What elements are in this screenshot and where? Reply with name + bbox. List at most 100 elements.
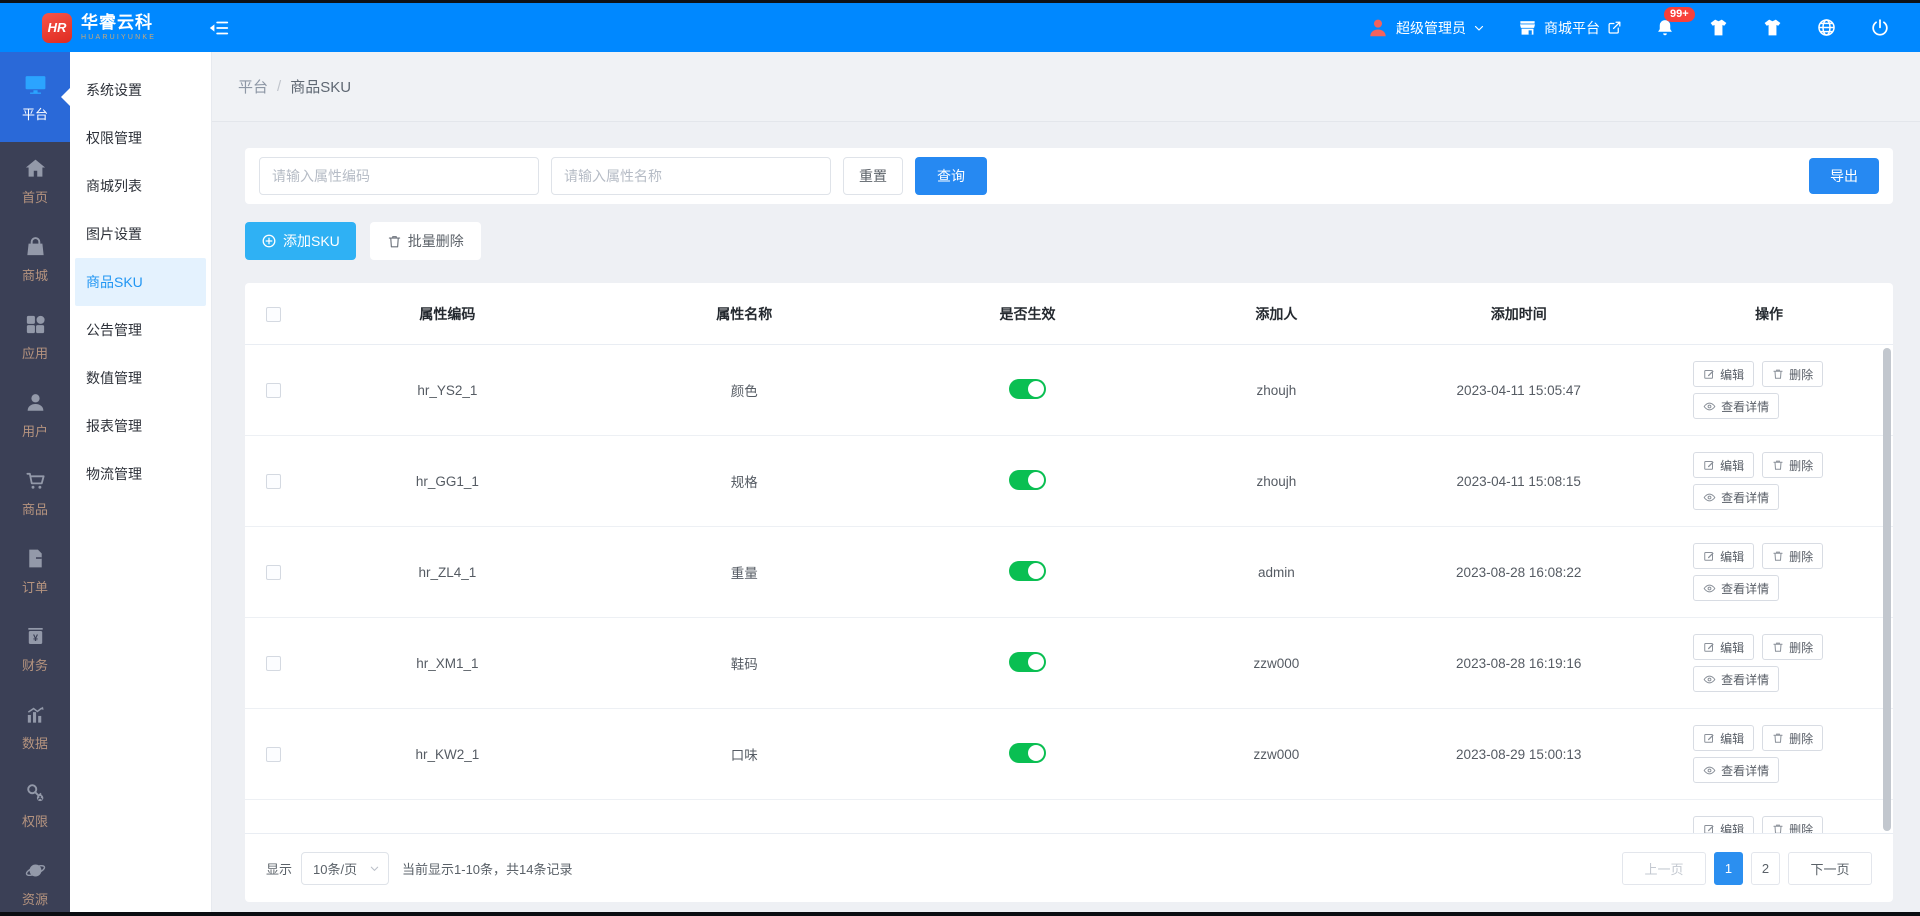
bell-icon xyxy=(1655,18,1675,38)
page-size-select[interactable]: 10条/页 xyxy=(301,851,390,885)
active-toggle[interactable] xyxy=(1009,378,1047,399)
submenu-item-announcements[interactable]: 公告管理 xyxy=(86,322,142,338)
prev-page-button[interactable]: 上一页 xyxy=(1622,851,1706,885)
submenu-item-report-mgmt[interactable]: 报表管理 xyxy=(86,418,142,434)
user-menu[interactable]: 超级管理员 xyxy=(1367,17,1485,39)
cell-name: 鞋码 xyxy=(730,657,758,672)
submenu-item-mall-list[interactable]: 商城列表 xyxy=(86,178,142,194)
sku-table: 属性编码 属性名称 是否生效 添加人 添加时间 操作 hr_YS2_1 颜色 xyxy=(245,283,1893,902)
cell-added-by: zhoujh xyxy=(1256,473,1297,489)
portal-link[interactable]: 商城平台 xyxy=(1518,18,1622,38)
page-button-2[interactable]: 2 xyxy=(1751,851,1780,885)
sidebar-item-label: 首页 xyxy=(21,189,48,205)
col-added-by: 添加人 xyxy=(1255,305,1298,322)
notifications-button[interactable]: 99+ xyxy=(1655,6,1695,38)
sidebar-item-data[interactable]: 数据 xyxy=(0,688,70,766)
sidebar-item-goods[interactable]: 商品 xyxy=(0,454,70,532)
main-content: 平台 / 商品SKU 重置 查询 导出 添加SKU xyxy=(212,52,1920,916)
select-all-checkbox[interactable] xyxy=(265,306,281,322)
row-checkbox[interactable] xyxy=(265,473,281,489)
row-checkbox[interactable] xyxy=(265,382,281,398)
row-checkbox[interactable] xyxy=(265,564,281,580)
active-toggle[interactable] xyxy=(1009,742,1047,763)
notification-badge: 99+ xyxy=(1664,6,1695,22)
sidebar-item-label: 资源 xyxy=(21,891,48,907)
delete-button[interactable]: 删除 xyxy=(1762,361,1824,387)
view-detail-button[interactable]: 查看详情 xyxy=(1693,393,1780,419)
edit-button[interactable]: 编辑 xyxy=(1693,634,1755,660)
reset-button[interactable]: 重置 xyxy=(843,157,903,195)
delete-button[interactable]: 删除 xyxy=(1762,725,1824,751)
active-toggle[interactable] xyxy=(1009,651,1047,672)
sidebar-item-users[interactable]: 用户 xyxy=(0,376,70,454)
add-sku-button[interactable]: 添加SKU xyxy=(245,222,356,260)
next-page-button[interactable]: 下一页 xyxy=(1788,851,1872,885)
sidebar-item-resources[interactable]: 资源 xyxy=(0,844,70,916)
delete-button[interactable]: 删除 xyxy=(1762,543,1824,569)
edit-button[interactable]: 编辑 xyxy=(1693,543,1755,569)
table-scrollbar-thumb[interactable] xyxy=(1883,348,1891,831)
attribute-name-input[interactable] xyxy=(551,157,831,195)
sidebar-item-label: 数据 xyxy=(21,735,48,751)
edit-button[interactable]: 编辑 xyxy=(1693,361,1755,387)
cell-code: hr_XM1_1 xyxy=(416,655,479,671)
table-row: hr_KW2_1 口味 zzw000 2023-08-29 15:00:13 编… xyxy=(245,709,1893,800)
delete-button[interactable]: 删除 xyxy=(1762,634,1824,660)
row-checkbox[interactable] xyxy=(265,655,281,671)
shop-bag-icon xyxy=(24,235,47,258)
cart-icon xyxy=(24,469,47,492)
breadcrumb-separator: / xyxy=(277,78,282,95)
submenu-item-permission-mgmt[interactable]: 权限管理 xyxy=(86,130,142,146)
pagination-bar: 显示 10条/页 当前显示1-10条，共14条记录 上一页 1 2 下一页 xyxy=(245,833,1893,902)
export-button[interactable]: 导出 xyxy=(1809,158,1879,194)
col-attribute-code: 属性编码 xyxy=(419,305,476,322)
skin-tshirt-icon[interactable] xyxy=(1762,17,1783,38)
sidebar-item-apps[interactable]: 应用 xyxy=(0,298,70,376)
power-logout-icon[interactable] xyxy=(1870,18,1890,38)
submenu-item-numeric-mgmt[interactable]: 数值管理 xyxy=(86,370,142,386)
cell-code: hr_GG1_1 xyxy=(415,473,479,489)
sidebar-item-platform[interactable]: 平台 xyxy=(0,52,70,142)
active-toggle[interactable] xyxy=(1009,469,1047,490)
page-button-1[interactable]: 1 xyxy=(1714,851,1743,885)
submenu-item-logistics-mgmt[interactable]: 物流管理 xyxy=(86,466,142,482)
table-header: 属性编码 属性名称 是否生效 添加人 添加时间 操作 xyxy=(245,283,1893,345)
sidebar-item-orders[interactable]: 订单 xyxy=(0,532,70,610)
attribute-code-input[interactable] xyxy=(259,157,539,195)
collapse-menu-button[interactable] xyxy=(206,15,232,41)
view-detail-button[interactable]: 查看详情 xyxy=(1693,575,1780,601)
view-detail-button[interactable]: 查看详情 xyxy=(1693,666,1780,692)
table-row: hr_ZL4_1 重量 admin 2023-08-28 16:08:22 编辑… xyxy=(245,527,1893,618)
cell-added-at: 2023-04-11 15:05:47 xyxy=(1456,382,1581,398)
data-chart-icon xyxy=(24,703,47,726)
sidebar-item-finance[interactable]: ¥ 财务 xyxy=(0,610,70,688)
monitor-icon xyxy=(23,72,48,97)
view-detail-button[interactable]: 查看详情 xyxy=(1693,757,1780,783)
sidebar-item-home[interactable]: 首页 xyxy=(0,142,70,220)
active-toggle[interactable] xyxy=(1009,560,1047,581)
col-attribute-name: 属性名称 xyxy=(716,305,773,322)
delete-button[interactable]: 删除 xyxy=(1762,452,1824,478)
chevron-down-icon xyxy=(1473,22,1485,34)
breadcrumb-platform[interactable]: 平台 xyxy=(238,79,269,96)
sidebar-item-permissions[interactable]: 权限 xyxy=(0,766,70,844)
globe-language-icon[interactable] xyxy=(1816,17,1837,38)
brand-logo: HR 华睿云科 HUARUIYUNKE xyxy=(0,12,206,43)
edit-button[interactable]: 编辑 xyxy=(1693,725,1755,751)
theme-tshirt-icon[interactable] xyxy=(1708,17,1729,38)
batch-delete-button[interactable]: 批量删除 xyxy=(369,222,481,260)
avatar-icon xyxy=(1367,17,1389,39)
cell-name: 重量 xyxy=(730,566,758,581)
row-checkbox[interactable] xyxy=(265,746,281,762)
submenu-item-system-settings[interactable]: 系统设置 xyxy=(86,82,142,98)
edit-button[interactable]: 编辑 xyxy=(1693,452,1755,478)
sidebar-item-mall[interactable]: 商城 xyxy=(0,220,70,298)
submenu-item-product-sku[interactable]: 商品SKU xyxy=(75,258,206,306)
edit-button[interactable]: 编辑 xyxy=(1693,816,1755,833)
submenu-item-image-settings[interactable]: 图片设置 xyxy=(86,226,142,242)
trash-icon xyxy=(387,234,402,249)
home-icon xyxy=(24,157,47,180)
delete-button[interactable]: 删除 xyxy=(1762,816,1824,833)
search-button[interactable]: 查询 xyxy=(915,157,987,195)
view-detail-button[interactable]: 查看详情 xyxy=(1693,484,1780,510)
